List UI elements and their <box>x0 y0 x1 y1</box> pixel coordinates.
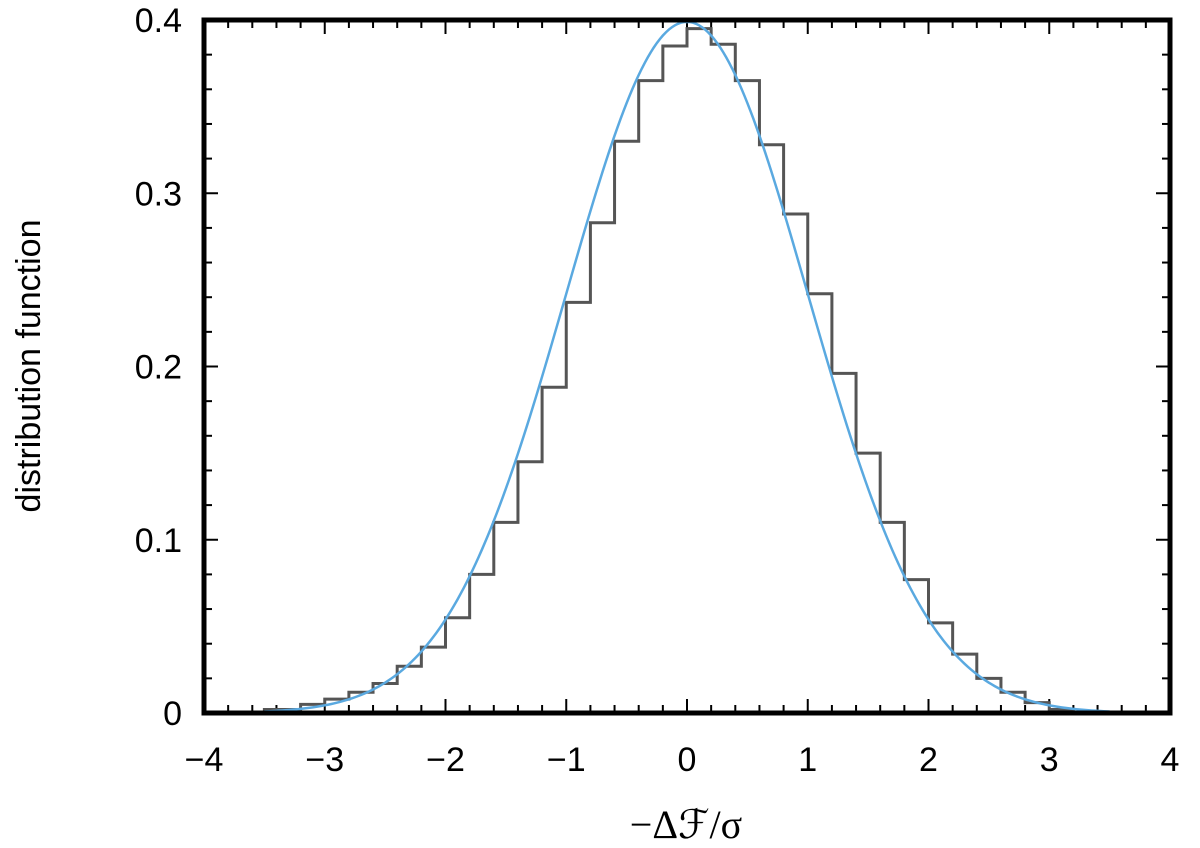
x-axis-label: −Δℱ/σ <box>630 802 742 847</box>
y-axis-ticks <box>204 19 1170 714</box>
y-tick-label: 0.2 <box>135 349 182 387</box>
plot-frame <box>201 17 1173 716</box>
x-tick-label: 2 <box>919 741 938 779</box>
y-tick-label: 0.3 <box>135 175 182 213</box>
x-axis-ticks <box>203 20 1171 713</box>
x-tick-label: 0 <box>678 741 697 779</box>
x-tick-label: −1 <box>547 741 586 779</box>
y-tick-label: 0.4 <box>135 2 182 40</box>
normal-fit-curve <box>264 20 1110 713</box>
y-tick-label: 0.1 <box>135 522 182 560</box>
y-axis-tick-labels: 0 0.1 0.2 0.3 0.4 <box>135 2 182 733</box>
x-tick-label: 1 <box>798 741 817 779</box>
y-axis-label: distribution function <box>10 220 48 513</box>
y-tick-label: 0 <box>163 695 182 733</box>
x-tick-label: −2 <box>426 741 465 779</box>
x-tick-label: −3 <box>305 741 344 779</box>
x-axis-tick-labels: −4 −3 −2 −1 0 1 2 3 4 <box>185 741 1180 779</box>
x-tick-label: 4 <box>1161 741 1180 779</box>
x-tick-label: 3 <box>1040 741 1059 779</box>
x-tick-label: −4 <box>185 741 224 779</box>
histogram-series <box>262 27 1075 713</box>
